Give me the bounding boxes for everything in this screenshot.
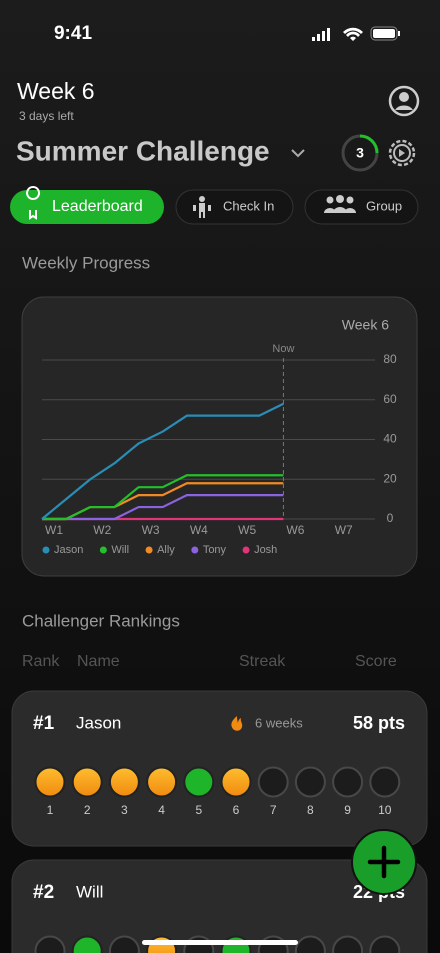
tab-label[interactable]: Group xyxy=(366,198,402,213)
week-number: 7 xyxy=(270,803,277,817)
tab-label[interactable]: Leaderboard xyxy=(52,198,143,215)
legend-swatch xyxy=(99,546,107,554)
series-line xyxy=(41,402,284,520)
y-tick-label: 0 xyxy=(387,511,394,525)
tab-icon xyxy=(193,196,211,218)
rank-card[interactable] xyxy=(11,690,428,847)
ring-badge: 3 xyxy=(356,145,364,161)
settings-button[interactable] xyxy=(388,139,416,167)
week-number: 1 xyxy=(47,803,54,817)
chart-corner-label: Week 6 xyxy=(342,317,389,333)
week-dot xyxy=(294,766,326,798)
tab-active[interactable] xyxy=(10,190,164,224)
y-tick-label: 60 xyxy=(383,392,397,406)
week-dot xyxy=(332,766,364,798)
rank: #2 xyxy=(33,882,54,903)
week-dot xyxy=(34,766,66,798)
tab-icon xyxy=(324,195,356,213)
rank-card[interactable] xyxy=(11,859,428,953)
section-heading: Challenger Rankings xyxy=(22,611,180,630)
week-dot xyxy=(71,935,103,953)
name: Jason xyxy=(76,713,121,732)
week-dot xyxy=(34,935,66,953)
streak: 6 weeks xyxy=(255,715,303,730)
x-tick-label: W5 xyxy=(238,523,256,537)
column-header: Name xyxy=(77,653,120,670)
week-label: Week 6 xyxy=(17,78,95,104)
home-indicator xyxy=(142,940,298,945)
week-dot xyxy=(369,766,401,798)
x-tick-label: W4 xyxy=(190,523,208,537)
legend-label: Josh xyxy=(254,544,277,556)
tab-label[interactable]: Check In xyxy=(223,198,274,213)
chevron[interactable] xyxy=(291,149,305,158)
week-dot xyxy=(257,766,289,798)
now-label: Now xyxy=(272,343,294,355)
x-tick-label: W6 xyxy=(286,523,304,537)
rank: #1 xyxy=(33,713,55,734)
series-line xyxy=(42,474,284,521)
week-dot xyxy=(294,935,326,953)
column-header: Streak xyxy=(239,653,286,670)
week-dot xyxy=(108,766,140,798)
legend-label: Will xyxy=(111,544,129,556)
section-heading: Weekly Progress xyxy=(22,253,150,272)
week-number: 2 xyxy=(84,803,91,817)
tab-icon xyxy=(26,186,41,220)
legend-swatch xyxy=(191,546,199,554)
add-icon xyxy=(367,845,401,879)
week-dot xyxy=(220,766,252,798)
week-dot xyxy=(183,766,215,798)
status-time: 9:41 xyxy=(54,23,92,44)
column-header: Rank xyxy=(22,653,60,670)
week-dot xyxy=(108,935,140,953)
week-dot xyxy=(71,766,103,798)
x-tick-label: W1 xyxy=(45,523,63,537)
week-number: 9 xyxy=(344,803,351,817)
series-line xyxy=(42,494,284,521)
legend-label: Tony xyxy=(203,544,227,556)
legend-swatch xyxy=(242,546,250,554)
legend-label: Jason xyxy=(54,544,83,556)
name: Will xyxy=(76,882,103,901)
week-number: 6 xyxy=(233,803,240,817)
streak-icon xyxy=(231,716,243,731)
x-tick-label: W3 xyxy=(142,523,160,537)
x-tick-label: W7 xyxy=(335,523,353,537)
legend-label: Ally xyxy=(157,544,175,556)
days-left: 3 days left xyxy=(19,109,74,123)
y-tick-label: 80 xyxy=(383,352,397,366)
week-dot xyxy=(332,935,364,953)
week-dot xyxy=(369,935,401,953)
legend-swatch xyxy=(42,546,50,554)
y-tick-label: 40 xyxy=(383,432,397,446)
week-number: 5 xyxy=(195,803,202,817)
week-number: 8 xyxy=(307,803,314,817)
profile-button[interactable] xyxy=(388,85,420,117)
status-icons xyxy=(312,26,400,41)
chart-card xyxy=(21,296,418,577)
tab[interactable] xyxy=(175,189,294,225)
week-number: 10 xyxy=(378,803,392,817)
column-header: Score xyxy=(355,653,397,670)
tab[interactable] xyxy=(304,189,419,225)
x-tick-label: W2 xyxy=(93,523,111,537)
score: 58 pts xyxy=(353,713,405,733)
legend-swatch xyxy=(145,546,153,554)
challenge-title[interactable]: Summer Challenge xyxy=(16,135,270,166)
week-dot xyxy=(146,766,178,798)
week-number: 3 xyxy=(121,803,128,817)
y-tick-label: 20 xyxy=(383,471,397,485)
ring-progress xyxy=(359,134,379,154)
week-number: 4 xyxy=(158,803,165,817)
